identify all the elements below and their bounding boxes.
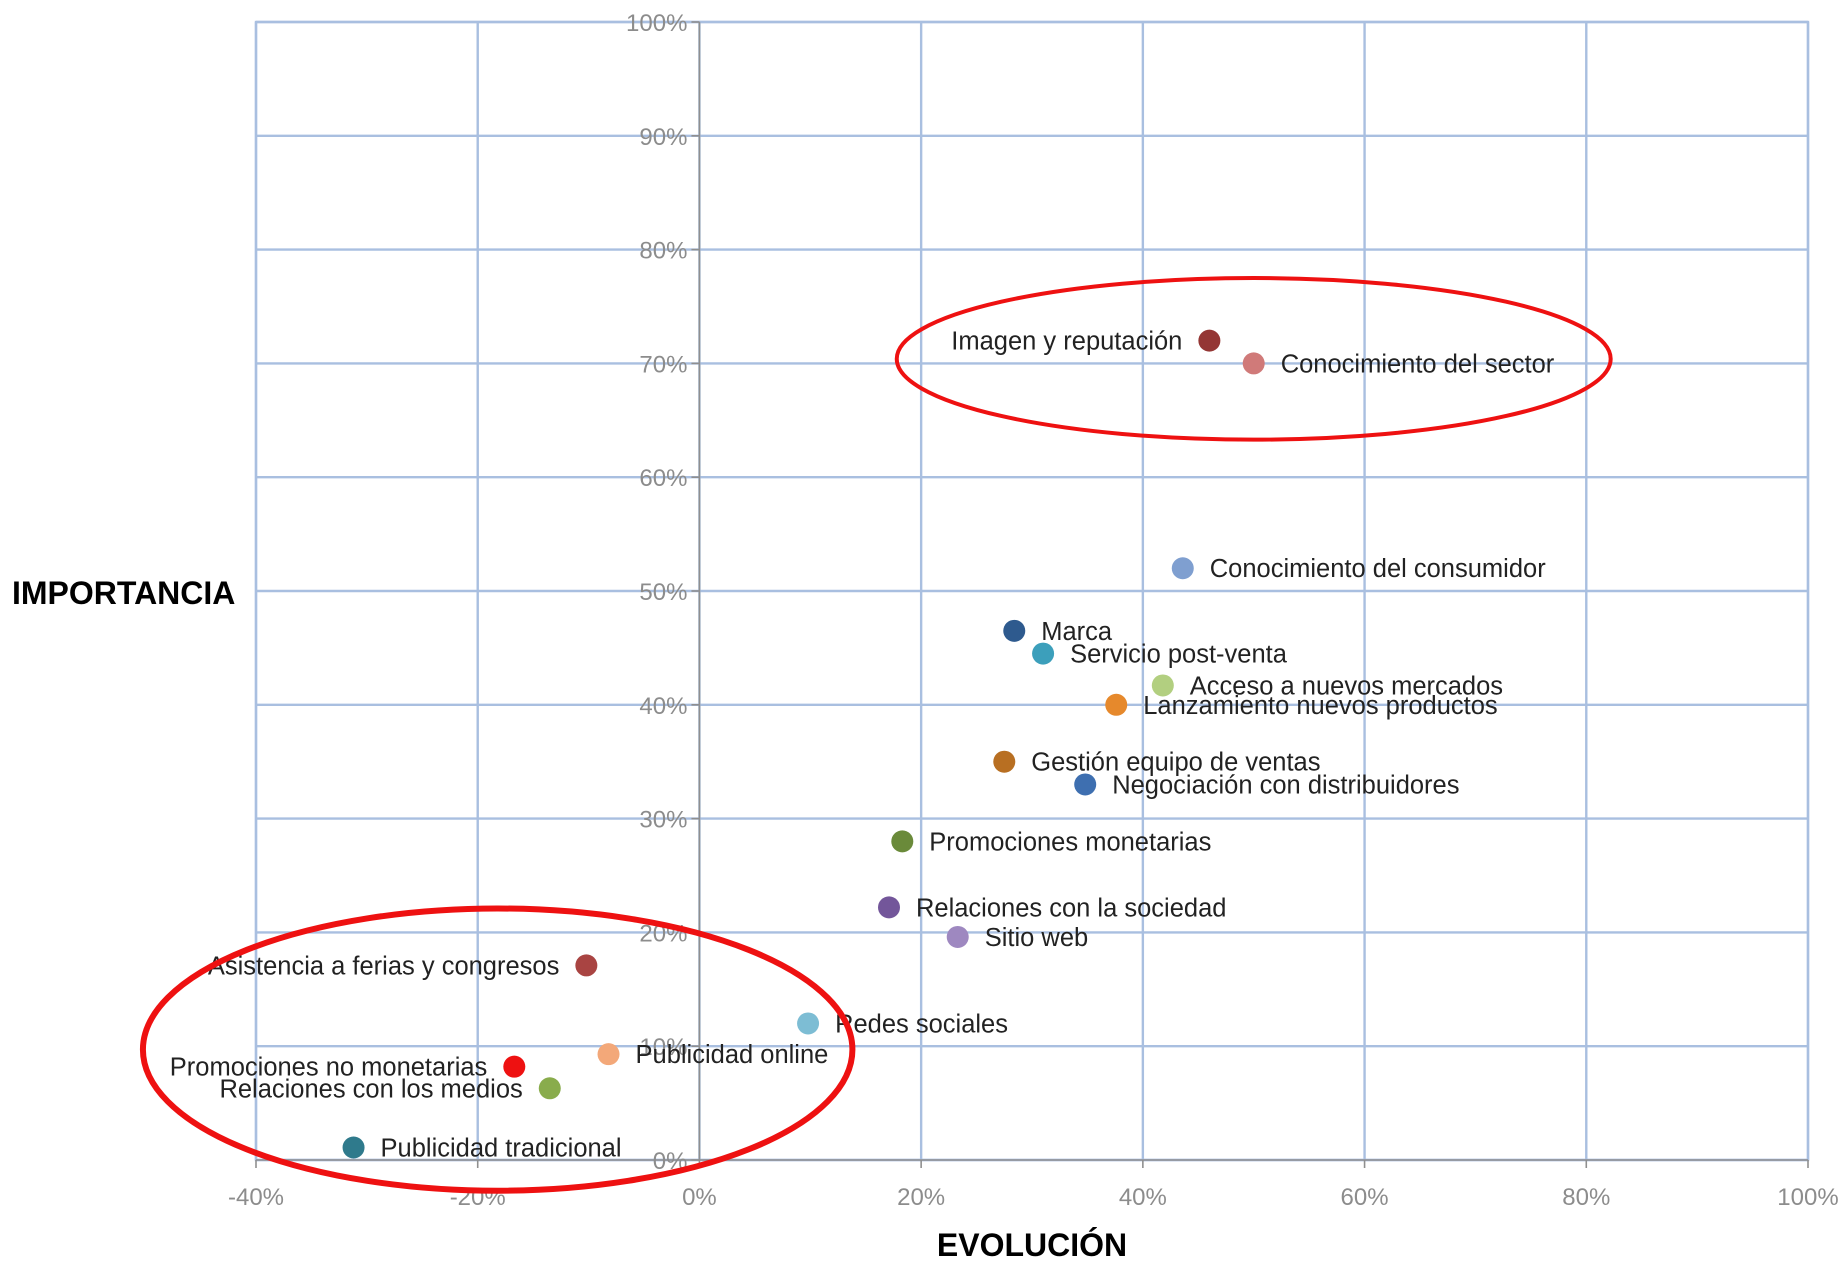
data-point	[993, 750, 1016, 773]
x-axis-title: EVOLUCIÓN	[937, 1227, 1127, 1261]
data-point	[877, 896, 900, 919]
data-point	[1151, 674, 1174, 697]
data-point	[1032, 642, 1055, 665]
highlight-ellipses	[139, 276, 1613, 1194]
data-label: Promociones no monetarias	[170, 1054, 488, 1082]
highlight-ellipse	[894, 276, 1613, 442]
data-point	[503, 1055, 526, 1078]
data-point	[1242, 352, 1265, 375]
data-label: Conocimiento del sector	[1281, 350, 1555, 378]
x-tick-label: 0%	[682, 1184, 717, 1211]
x-tick-label: 20%	[897, 1184, 945, 1211]
y-tick-label: 10%	[639, 1034, 687, 1061]
data-label: Publicidad tradicional	[381, 1134, 622, 1162]
data-label: Gestión equipo de ventas	[1031, 749, 1320, 777]
x-tick-label: 40%	[1119, 1184, 1167, 1211]
data-point	[1074, 773, 1097, 796]
y-tick-label: 40%	[639, 693, 687, 720]
data-point	[1171, 557, 1194, 580]
data-label: Sitio web	[985, 924, 1088, 952]
y-tick-label: 50%	[639, 579, 687, 606]
tick-labels: -40% -20% 0% 20% 40% 60% 80% 100%0%10%20%30%40%…	[228, 10, 1839, 1211]
data-label: Relaciones con la sociedad	[916, 894, 1226, 922]
data-label: Redes sociales	[835, 1010, 1008, 1038]
data-point	[1003, 619, 1026, 642]
data-point	[1198, 329, 1221, 352]
y-tick-label: 100%	[626, 10, 687, 37]
data-label: Relaciones con los medios	[219, 1075, 522, 1103]
y-tick-label: 70%	[639, 351, 687, 378]
x-tick-label: -40%	[228, 1184, 284, 1211]
x-tick-label: 100%	[1777, 1184, 1838, 1211]
axes	[255, 21, 1809, 1168]
data-label: Promociones monetarias	[929, 828, 1211, 856]
data-label: Acceso a nuevos mercados	[1190, 672, 1503, 700]
data-point	[946, 925, 969, 948]
data-point	[1105, 693, 1128, 716]
data-label: Imagen y reputación	[951, 328, 1182, 356]
y-axis-title: IMPORTANCIA	[12, 575, 235, 611]
data-point	[538, 1077, 561, 1100]
data-label: Negociación con distribuidores	[1112, 771, 1459, 799]
data-points: Imagen y reputación Conocimiento del sect…	[170, 328, 1555, 1163]
data-label: Marca	[1041, 618, 1113, 646]
y-tick-label: 80%	[639, 238, 687, 265]
y-tick-label: 60%	[639, 465, 687, 492]
data-label: Servicio post-venta	[1070, 641, 1288, 669]
data-point	[797, 1012, 820, 1035]
data-point	[891, 830, 914, 853]
data-point	[597, 1043, 620, 1066]
x-tick-label: 60%	[1341, 1184, 1389, 1211]
y-tick-label: 30%	[639, 807, 687, 834]
gridlines	[254, 20, 1810, 1162]
data-label: Asistencia a ferias y congresos	[208, 952, 560, 980]
x-tick-label: 80%	[1562, 1184, 1610, 1211]
data-label: Publicidad online	[636, 1041, 829, 1069]
y-tick-label: 90%	[639, 124, 687, 151]
data-label: Conocimiento del consumidor	[1210, 555, 1546, 583]
highlight-ellipse	[139, 905, 856, 1194]
data-label: Lanzamiento nuevos productos	[1143, 692, 1497, 720]
data-point	[575, 954, 598, 977]
data-point	[342, 1136, 365, 1159]
